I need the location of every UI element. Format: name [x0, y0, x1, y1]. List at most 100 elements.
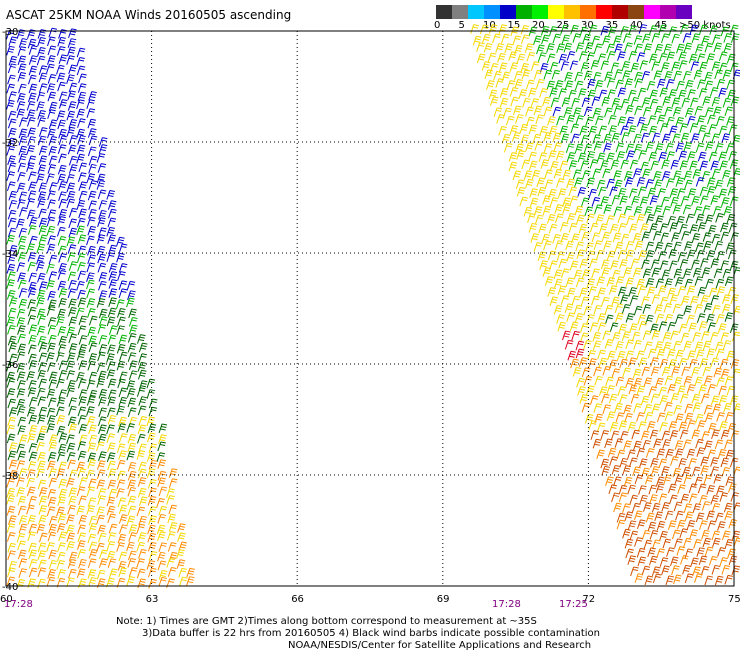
wind-barb	[575, 144, 583, 153]
wind-barb	[119, 515, 127, 524]
wind-barb	[522, 70, 530, 79]
wind-barb	[119, 451, 127, 460]
wind-barb	[674, 575, 682, 584]
wind-barb	[99, 425, 107, 434]
wind-barb	[637, 117, 645, 126]
wind-barb	[580, 259, 588, 268]
wind-barb	[107, 317, 115, 326]
wind-barb	[638, 187, 646, 196]
wind-barb	[49, 380, 57, 389]
wind-barb	[79, 336, 87, 345]
wind-barb	[510, 63, 518, 72]
wind-barb	[187, 577, 195, 586]
wind-barb	[659, 54, 667, 63]
wind-barb	[58, 570, 66, 579]
wind-barb	[118, 379, 126, 388]
wind-barb	[149, 488, 157, 497]
wind-barb	[513, 36, 521, 45]
wind-barb	[148, 568, 156, 577]
wind-barb	[718, 522, 726, 531]
wind-barb	[652, 34, 660, 43]
wind-barb	[19, 280, 27, 289]
wind-barb	[607, 153, 615, 162]
wind-barb	[660, 423, 668, 432]
wind-barb	[49, 255, 57, 264]
wind-barb	[19, 208, 27, 217]
wind-barb	[726, 450, 734, 459]
wind-barb	[97, 507, 105, 516]
wind-barb	[149, 552, 157, 561]
wind-barb	[593, 341, 601, 350]
wind-barb	[17, 93, 25, 102]
wind-barb	[567, 52, 575, 61]
wind-barb	[720, 359, 728, 368]
wind-barb	[555, 81, 563, 90]
wind-barb	[57, 47, 65, 56]
wind-barb	[59, 532, 67, 541]
wind-barb	[711, 495, 719, 504]
wind-barb	[651, 161, 659, 170]
wind-barb	[18, 326, 26, 335]
wind-barb	[48, 236, 56, 245]
wind-barb	[27, 505, 35, 514]
wind-barb	[680, 394, 688, 403]
wind-barb	[589, 421, 597, 430]
wind-barb	[78, 469, 86, 478]
wind-barb	[108, 443, 116, 452]
wind-barb	[167, 559, 175, 568]
wind-barb	[734, 306, 740, 315]
wind-barb	[534, 70, 542, 79]
wind-barb	[614, 477, 622, 486]
wind-barb	[127, 516, 135, 525]
wind-barb	[679, 151, 687, 160]
wind-barb	[612, 369, 620, 378]
wind-barb	[697, 448, 705, 457]
wind-barb	[537, 178, 545, 187]
wind-barb	[87, 407, 95, 416]
wind-barb	[676, 414, 684, 423]
wind-barb	[653, 171, 661, 180]
wind-barb	[502, 34, 510, 43]
wind-barb	[673, 341, 681, 350]
wind-barb	[179, 577, 187, 586]
wind-barb	[568, 288, 576, 297]
wind-barb	[8, 119, 16, 128]
wind-barb	[137, 451, 145, 460]
wind-barb	[9, 200, 17, 209]
wind-barb	[605, 315, 613, 324]
wind-barb	[696, 214, 704, 223]
wind-barb	[58, 444, 66, 453]
wind-barb	[572, 98, 580, 107]
wind-barb	[129, 361, 137, 370]
wind-barb	[29, 182, 37, 191]
wind-barb	[28, 128, 36, 137]
wind-barb	[614, 503, 622, 512]
wind-barb	[640, 124, 648, 133]
wind-barb	[544, 70, 552, 79]
wind-barb	[9, 92, 17, 101]
wind-barb	[79, 163, 87, 172]
wind-barb	[725, 440, 733, 449]
wind-barb	[88, 226, 96, 235]
wind-barb	[705, 72, 713, 81]
wind-barb	[77, 48, 85, 57]
wind-barb	[692, 467, 700, 476]
wind-barb	[725, 377, 733, 386]
wind-barb	[148, 496, 156, 505]
wind-barb	[38, 165, 46, 174]
wind-barb	[58, 145, 66, 154]
wind-barb	[664, 72, 672, 81]
wind-barb	[685, 180, 693, 189]
wind-barb	[89, 181, 97, 190]
wind-barb	[574, 305, 582, 314]
wind-barb	[649, 126, 657, 135]
wind-barb	[723, 341, 731, 350]
wind-barb	[670, 431, 678, 440]
wind-barb	[519, 90, 527, 99]
wind-barb	[69, 488, 77, 497]
wind-barb	[98, 190, 106, 199]
wind-barb	[676, 143, 684, 152]
wind-barb	[576, 242, 584, 251]
wind-barb	[724, 503, 732, 512]
wind-barb	[108, 362, 116, 371]
